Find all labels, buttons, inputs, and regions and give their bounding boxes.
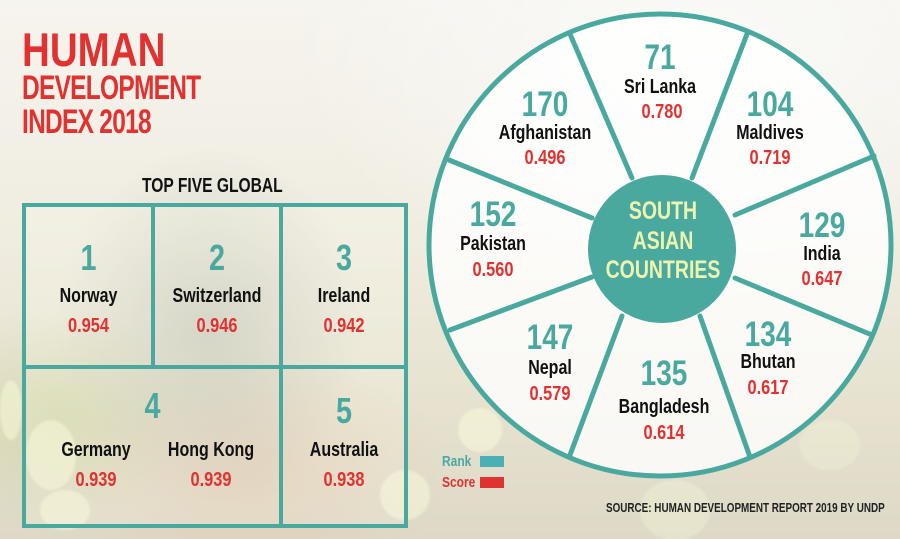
score-value: 0.579	[529, 383, 571, 405]
legend-item-score: Score	[442, 472, 504, 493]
legend-item-rank: Rank	[442, 451, 504, 472]
score-value: 0.938	[323, 469, 365, 491]
country-name: Norway	[59, 285, 118, 307]
page-title: HUMAN DEVELOPMENT INDEX 2018	[22, 23, 270, 141]
title-line-2: DEVELOPMENT	[22, 69, 201, 108]
country-name: Ireland	[317, 285, 371, 307]
country-name: Sri Lanka	[623, 76, 697, 98]
bokeh-light	[40, 490, 90, 530]
score-value: 0.719	[749, 147, 791, 169]
legend: Rank Score	[442, 451, 504, 493]
grid-divider	[26, 365, 404, 369]
score-value: 0.946	[196, 315, 238, 337]
score-value: 0.617	[747, 377, 789, 399]
score-value: 0.939	[75, 469, 117, 491]
legend-swatch-teal	[480, 456, 504, 467]
country-name: Pakistan	[460, 233, 526, 255]
rank-value: 170	[521, 85, 569, 124]
country-name: Nepal	[528, 357, 572, 379]
country-name: Bangladesh	[618, 396, 710, 418]
rank-value: 2	[208, 237, 226, 278]
top-five-grid: 1 Norway 0.954 2 Switzerland 0.946 3 Ire…	[22, 203, 408, 528]
country-name: Germany	[61, 439, 131, 461]
score-value: 0.942	[323, 315, 365, 337]
rank-value: 3	[335, 237, 353, 278]
legend-label: Rank	[442, 453, 472, 470]
country-name: Bhutan	[740, 351, 796, 373]
score-value: 0.496	[524, 147, 566, 169]
wheel-center	[588, 175, 736, 323]
rank-value: 5	[335, 390, 353, 431]
grid-divider	[279, 207, 283, 524]
bokeh-light	[0, 380, 22, 440]
country-name: Australia	[309, 439, 379, 461]
bokeh-light	[640, 480, 710, 539]
score-value: 0.939	[190, 469, 232, 491]
wheel-spokes	[446, 31, 877, 460]
top-five-heading: TOP FIVE GLOBAL	[142, 175, 283, 197]
score-value: 0.780	[641, 101, 683, 123]
rank-value: 1	[80, 237, 97, 278]
country-name: Switzerland	[172, 285, 262, 307]
rank-value: 104	[746, 85, 794, 124]
country-name: Afghanistan	[498, 122, 592, 144]
title-line-1: HUMAN	[22, 23, 166, 76]
score-value: 0.647	[801, 268, 843, 290]
rank-value: 129	[798, 206, 846, 245]
center-label-line: SOUTH	[628, 197, 698, 225]
rank-value: 134	[744, 315, 792, 354]
country-name: Hong Kong	[167, 439, 255, 461]
country-name: India	[803, 243, 841, 265]
rank-value: 135	[640, 354, 688, 393]
wheel-center-label: SOUTH ASIAN COUNTRIES	[588, 197, 738, 286]
rank-value: 147	[526, 318, 574, 357]
legend-swatch-red	[480, 477, 504, 488]
country-name: Maldives	[736, 122, 804, 144]
rank-value: 4	[144, 385, 161, 426]
rank-value: 71	[644, 38, 676, 77]
title-line-3: INDEX 2018	[22, 102, 152, 141]
rank-value: 152	[469, 195, 517, 234]
center-label-line: ASIAN	[632, 226, 694, 255]
score-value: 0.560	[472, 259, 514, 281]
bokeh-light	[458, 408, 502, 452]
bokeh-light	[26, 420, 76, 490]
legend-label: Score	[442, 474, 476, 491]
center-label-line: COUNTRIES	[605, 256, 721, 284]
score-value: 0.954	[67, 315, 110, 337]
source-credit: SOURCE: HUMAN DEVELOPMENT REPORT 2019 BY…	[606, 500, 885, 515]
bokeh-light	[800, 420, 860, 470]
score-value: 0.614	[643, 422, 685, 444]
grid-divider	[151, 207, 155, 365]
